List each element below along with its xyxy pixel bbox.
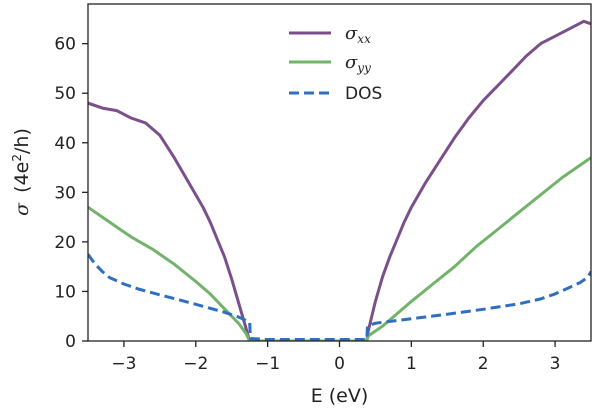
y-tick-label: 50 [54, 84, 76, 104]
plot-frame [87, 3, 592, 342]
y-axis-label-superscript: 2 [10, 154, 24, 162]
x-tick-label: −2 [183, 354, 208, 374]
y-tick-label: 40 [54, 134, 76, 154]
legend-label-sigma-yy: σyy [345, 52, 371, 75]
series-line-sigma-xx [88, 19, 591, 341]
x-tick-label: −1 [255, 354, 280, 374]
y-tick-label: 60 [54, 35, 76, 55]
x-tick-label: −3 [111, 354, 136, 374]
y-tick-label: 30 [54, 183, 76, 203]
legend-label-sigma-xx: σxx [345, 23, 371, 46]
legend-label-sigma-yy-sub: yy [356, 61, 371, 75]
legend-label-sigma-yy-main: σ [345, 52, 358, 73]
x-tick-label: 2 [478, 354, 489, 374]
y-axis-label-tail: /h) [11, 128, 33, 154]
y-axis-label-symbol: σ [11, 202, 33, 216]
y-tick-label: 20 [54, 233, 76, 253]
y-axis-label-unit: (4e [11, 162, 33, 193]
series-line-sigma-yy [88, 156, 591, 341]
legend-label-sigma-xx-main: σ [345, 23, 358, 44]
y-axis-label: σ (4e2/h) [10, 128, 33, 216]
legend-label-sigma-xx-sub: xx [357, 32, 371, 46]
series-line-dos [88, 253, 591, 341]
legend: σxx σyy DOS [289, 23, 382, 104]
series-lines [88, 19, 591, 341]
x-tick-label: 0 [334, 354, 345, 374]
x-axis-label: E (eV) [311, 385, 369, 407]
y-axis: 0 10 20 30 40 50 60 [54, 35, 88, 352]
y-tick-label: 0 [65, 332, 76, 352]
x-axis: −3 −2 −1 0 1 2 3 [111, 341, 560, 374]
x-tick-label: 1 [406, 354, 417, 374]
legend-label-dos: DOS [345, 84, 382, 104]
x-tick-label: 3 [550, 354, 561, 374]
y-tick-label: 10 [54, 282, 76, 302]
